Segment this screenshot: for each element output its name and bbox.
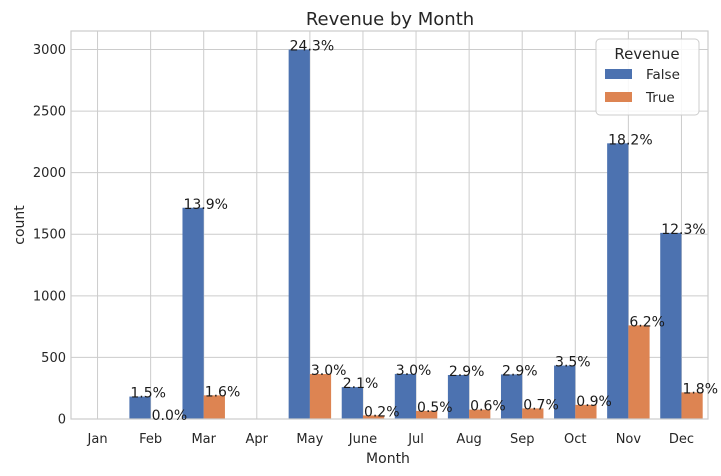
x-tick-label-jan: Jan bbox=[87, 432, 108, 447]
data-label-false-dec: 12.3% bbox=[661, 222, 705, 238]
y-tick-label-500: 500 bbox=[41, 351, 66, 366]
bar-false-aug bbox=[447, 375, 470, 419]
y-tick-label-0: 0 bbox=[58, 413, 66, 428]
bar-false-nov bbox=[607, 143, 629, 419]
plot-frame bbox=[70, 30, 709, 420]
bar-true-sep bbox=[522, 408, 544, 419]
bar-false-may bbox=[288, 49, 310, 419]
data-label-false-aug: 2.9% bbox=[449, 364, 485, 380]
x-tick-label-may: May bbox=[296, 432, 323, 447]
x-tick-label-jul: Jul bbox=[407, 432, 424, 447]
legend-label-false: False bbox=[646, 67, 680, 83]
bar-false-feb bbox=[129, 396, 151, 419]
legend-swatch-true bbox=[605, 92, 632, 102]
legend: Revenue False True bbox=[595, 38, 700, 116]
data-label-false-feb: 1.5% bbox=[130, 386, 166, 402]
y-tick-label-2000: 2000 bbox=[33, 166, 66, 181]
bar-false-oct bbox=[554, 365, 576, 419]
data-label-false-june: 2.1% bbox=[343, 376, 379, 392]
data-label-true-aug: 0.6% bbox=[470, 399, 506, 415]
x-tick-label-oct: Oct bbox=[564, 432, 586, 447]
data-label-true-nov: 6.2% bbox=[629, 314, 665, 330]
y-tick-label-1500: 1500 bbox=[33, 228, 66, 243]
legend-title: Revenue bbox=[614, 45, 679, 63]
bar-true-dec bbox=[681, 392, 703, 419]
x-tick-label-nov: Nov bbox=[616, 432, 642, 447]
data-label-true-oct: 0.9% bbox=[576, 394, 612, 410]
x-tick-label-sep: Sep bbox=[510, 432, 535, 447]
bar-false-june bbox=[341, 387, 363, 419]
x-tick-label-apr: Apr bbox=[246, 432, 269, 447]
data-label-true-june: 0.2% bbox=[364, 404, 400, 420]
bar-true-nov bbox=[628, 325, 650, 419]
data-label-true-sep: 0.7% bbox=[523, 397, 559, 413]
data-label-false-sep: 2.9% bbox=[502, 363, 538, 379]
data-label-true-feb: 0.0% bbox=[152, 408, 188, 424]
bar-false-mar bbox=[182, 207, 204, 419]
x-tick-label-feb: Feb bbox=[139, 432, 162, 447]
data-label-false-oct: 3.5% bbox=[555, 355, 591, 371]
y-tick-label-1000: 1000 bbox=[33, 289, 66, 304]
x-axis-label: Month bbox=[366, 451, 410, 467]
data-label-false-may: 24.3% bbox=[290, 39, 334, 55]
bar-true-june bbox=[362, 415, 385, 419]
bar-false-dec bbox=[660, 232, 682, 419]
bar-true-oct bbox=[575, 404, 597, 419]
x-tick-label-aug: Aug bbox=[456, 432, 481, 447]
x-tick-label-mar: Mar bbox=[191, 432, 216, 447]
axis-ticks: 0 500 1000 1500 2000 2500 3000 Jan Feb Mar Apr May J… bbox=[33, 43, 694, 447]
chart-title: Revenue by Month bbox=[306, 9, 474, 30]
y-tick-label-3000: 3000 bbox=[33, 43, 66, 58]
x-tick-label-dec: Dec bbox=[669, 432, 694, 447]
bar-false-sep bbox=[500, 374, 523, 419]
y-tick-label-2500: 2500 bbox=[33, 105, 66, 120]
y-axis-label: count bbox=[12, 205, 28, 245]
bar-true-mar bbox=[203, 395, 225, 419]
data-label-true-mar: 1.6% bbox=[205, 384, 241, 400]
bar-true-may bbox=[309, 374, 332, 419]
x-tick-label-june: June bbox=[348, 432, 377, 447]
legend-label-true: True bbox=[645, 90, 675, 106]
data-label-false-nov: 18.2% bbox=[608, 132, 652, 148]
legend-swatch-false bbox=[605, 69, 632, 79]
bars bbox=[129, 49, 703, 419]
bar-false-jul bbox=[394, 373, 417, 419]
data-label-true-dec: 1.8% bbox=[682, 381, 718, 397]
bar-true-aug bbox=[469, 409, 491, 419]
data-label-false-jul: 3.0% bbox=[396, 363, 432, 379]
data-label-false-mar: 13.9% bbox=[183, 197, 227, 213]
data-labels: 1.5%13.9%24.3%2.1%3.0% 2.9% 2.9%3.5%18.2%1… bbox=[130, 39, 718, 424]
data-label-true-jul: 0.5% bbox=[417, 400, 453, 416]
data-label-true-may: 3.0% bbox=[311, 363, 347, 379]
bar-true-jul bbox=[416, 410, 438, 419]
